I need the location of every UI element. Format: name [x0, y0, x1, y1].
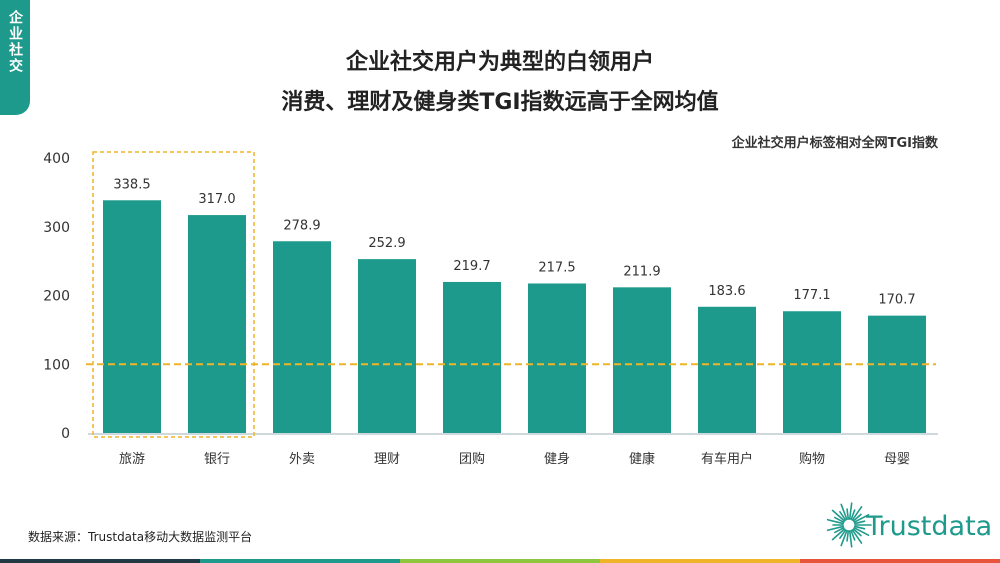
bottom-bar-segment	[200, 559, 400, 563]
sunburst-ray	[848, 502, 853, 520]
x-tick-label: 有车用户	[701, 451, 753, 467]
highlight-box	[92, 151, 255, 438]
bar-value-label: 252.9	[368, 236, 405, 251]
sunburst-ray	[846, 530, 850, 542]
sunburst-ray	[854, 520, 866, 525]
bar-value-label: 183.6	[708, 284, 745, 299]
y-tick-label: 200	[43, 289, 70, 305]
y-tick-label: 400	[43, 151, 70, 167]
bar-value-label: 170.7	[878, 293, 915, 308]
x-tick-label: 购物	[799, 451, 825, 467]
trustdata-logo: Trustdata	[826, 497, 996, 552]
y-tick-label: 0	[61, 426, 70, 442]
sunburst-ray	[840, 503, 848, 521]
bar	[783, 311, 841, 433]
sunburst-ray	[850, 529, 856, 541]
bar-value-label: 219.7	[453, 259, 490, 274]
bottom-bar-segment	[800, 559, 1000, 563]
bar	[358, 259, 416, 433]
y-tick-label: 100	[43, 357, 70, 373]
sunburst-ray	[851, 506, 863, 521]
bar-value-label: 278.9	[283, 218, 320, 233]
sunburst-ray	[846, 508, 850, 520]
x-tick-label: 团购	[459, 451, 485, 467]
sunburst-ray	[831, 509, 846, 522]
sunburst-ray	[851, 529, 863, 544]
bar	[868, 315, 926, 433]
bottom-bar-segment	[0, 559, 200, 563]
sunburst-ray	[852, 513, 862, 522]
bar	[273, 241, 331, 433]
x-tick-label: 母婴	[884, 452, 910, 467]
sunburst-ray	[834, 516, 845, 524]
page-title: 企业社交用户为典型的白领用户	[345, 50, 654, 75]
sunburst-ray	[853, 513, 870, 524]
bar-value-label: 211.9	[623, 264, 660, 279]
data-source: 数据来源：Trustdata移动大数据监测平台	[28, 530, 253, 544]
sunburst-ray	[831, 528, 846, 541]
sunburst-ray	[839, 511, 847, 521]
bottom-bar-segment	[600, 559, 800, 563]
bar-chart: 0 100 200 300 400 338.5 旅游 317.0 银行 278.9 外卖 252.9 理…	[43, 151, 938, 467]
sunburst-ray	[826, 525, 844, 532]
bar	[613, 287, 671, 433]
logo-text: Trustdata	[866, 511, 993, 542]
sunburst-ray	[850, 509, 856, 521]
sunburst-ray	[854, 525, 866, 530]
sunburst-ray	[852, 528, 862, 537]
bar-value-label: 338.5	[113, 177, 150, 192]
sunburst-icon	[826, 502, 872, 548]
bottom-color-bar	[0, 559, 1000, 563]
sunburst-ray	[826, 518, 844, 525]
bottom-bar-segment	[400, 559, 600, 563]
sunburst-ray	[853, 526, 870, 537]
bar	[443, 281, 501, 433]
bar	[698, 306, 756, 433]
x-tick-label: 理财	[374, 452, 400, 467]
y-tick-label: 300	[43, 220, 70, 236]
bar-value-label: 217.5	[538, 260, 575, 275]
chart-title: 企业社交用户标签相对全网TGI指数	[731, 136, 938, 151]
bar-value-label: 177.1	[793, 288, 830, 303]
x-tick-label: 银行	[204, 452, 230, 467]
section-tab-label: 企业社交	[7, 10, 23, 74]
bar	[188, 215, 246, 433]
bar	[528, 283, 586, 433]
x-tick-label: 健身	[544, 451, 570, 467]
x-tick-label: 健康	[629, 451, 655, 467]
x-tick-label: 外卖	[289, 452, 315, 467]
section-tab: 企业社交	[0, 0, 30, 115]
x-tick-label: 旅游	[119, 452, 145, 467]
bar	[103, 200, 161, 433]
sunburst-ray	[839, 529, 847, 539]
page-subtitle: 消费、理财及健身类TGI指数远高于全网均值	[281, 90, 719, 115]
sunburst-ray	[848, 530, 853, 548]
sunburst-ray	[840, 529, 848, 547]
bar-value-label: 317.0	[198, 192, 235, 207]
sunburst-ray	[834, 526, 845, 534]
